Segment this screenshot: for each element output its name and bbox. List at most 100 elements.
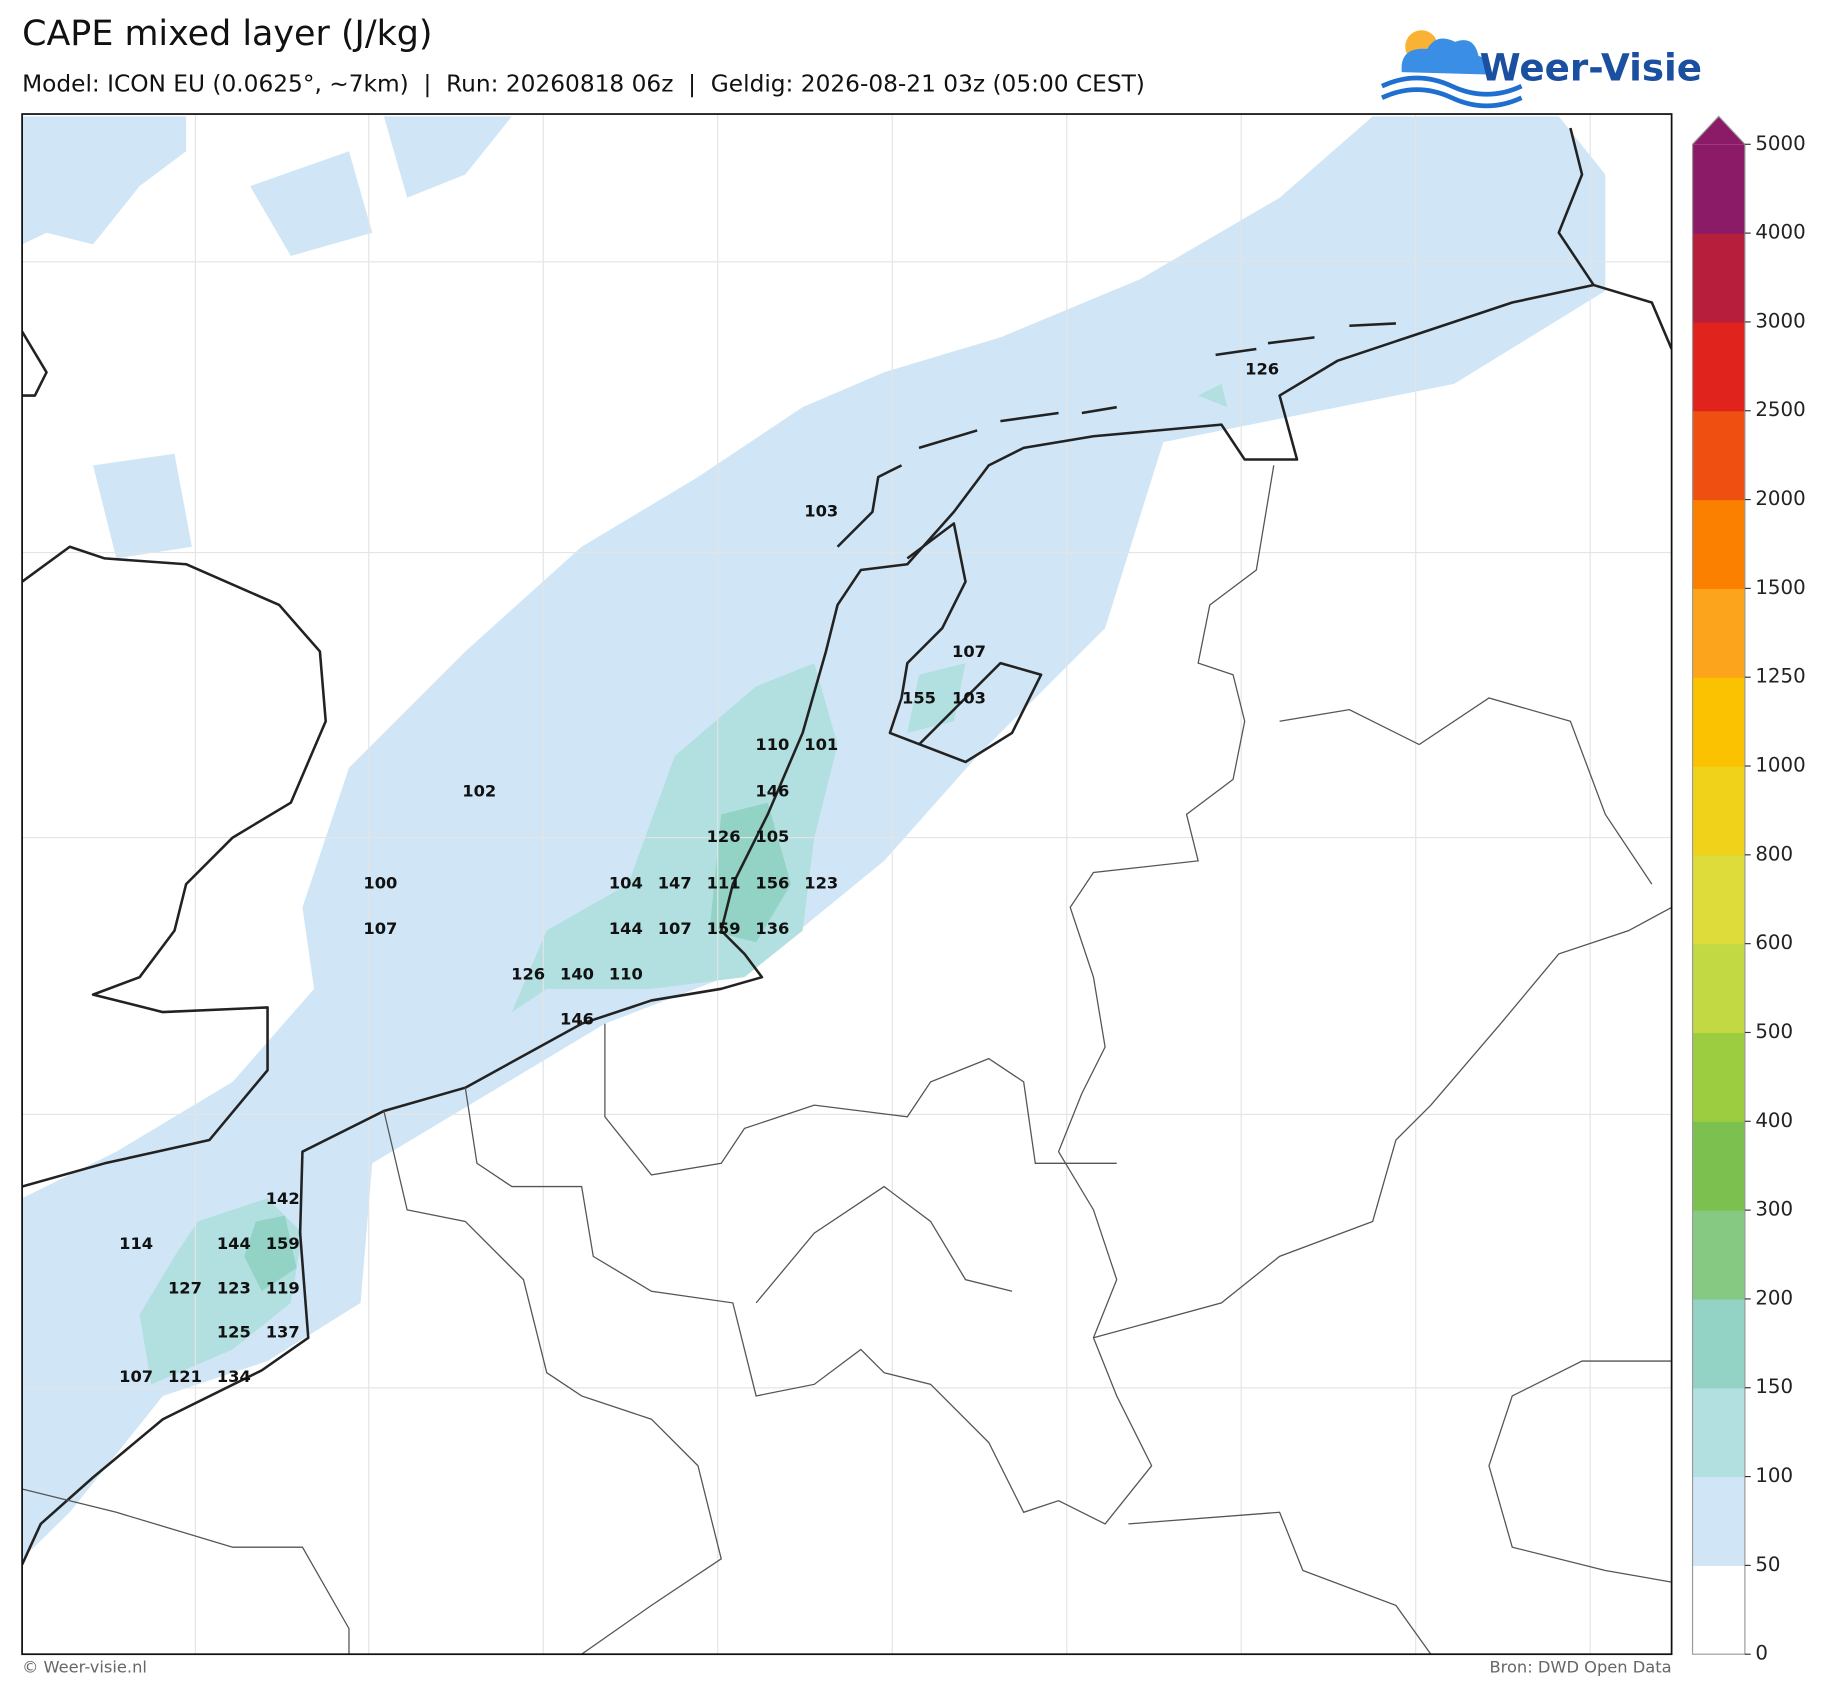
coastline <box>22 545 327 1188</box>
colorbar-tick-label: 500 <box>1755 1020 1793 1043</box>
border <box>22 697 1672 1655</box>
colorbar-segment <box>1692 410 1745 501</box>
logo-waves <box>1380 75 1523 109</box>
colorbar-extend-arrow <box>1692 116 1745 145</box>
colorbar: 0 50 100 150 200 300 400 500 600 800 1000 1250 1500 2… <box>1691 115 1806 1665</box>
colorbar-tick-label: 300 <box>1755 1198 1793 1221</box>
colorbar-segment <box>1692 321 1745 412</box>
point-value: 111 <box>707 874 741 893</box>
colorbar-tick-label: 1500 <box>1755 576 1805 599</box>
colorbar-tick-label: 200 <box>1755 1286 1793 1309</box>
island <box>836 322 1396 548</box>
title: CAPE mixed layer (J/kg) <box>22 14 432 54</box>
point-value: 103 <box>952 689 986 708</box>
colorbar-tick-label: 150 <box>1755 1375 1793 1398</box>
colorbar-segment <box>1692 1476 1745 1566</box>
colorbar-segment <box>1692 144 1745 234</box>
point-value: 123 <box>804 874 838 893</box>
point-value: 107 <box>658 919 692 938</box>
point-value: 103 <box>804 501 838 520</box>
point-value: 147 <box>658 874 692 893</box>
point-value: 146 <box>560 1010 594 1029</box>
cape-area <box>139 383 1228 1385</box>
map-area: 103 107 155 103 110 101 102 146 126 105 100 104 147 1… <box>22 114 1672 1655</box>
point-value: 100 <box>363 874 397 893</box>
point-value: 156 <box>755 874 789 893</box>
colorbar-tick-label: 0 <box>1755 1642 1768 1665</box>
point-value: 159 <box>707 919 741 938</box>
logo: Weer-Visie <box>1380 30 1702 109</box>
colorbar-tick-label: 1000 <box>1755 754 1805 777</box>
point-value: 126 <box>1245 359 1279 378</box>
colorbar-tick-label: 800 <box>1755 842 1793 865</box>
point-value: 155 <box>902 689 936 708</box>
point-value: 107 <box>952 642 986 661</box>
footer-left: © Weer-visie.nl <box>22 1658 147 1677</box>
point-values: 103 107 155 103 110 101 102 146 126 105 100 104 147 1… <box>119 359 1279 1385</box>
grid <box>22 114 1672 1655</box>
point-value: 110 <box>609 964 643 983</box>
point-value: 107 <box>119 1367 153 1386</box>
point-value: 137 <box>266 1323 300 1342</box>
footer-right: Bron: DWD Open Data <box>1489 1658 1671 1677</box>
point-value: 107 <box>363 919 397 938</box>
colorbar-segment <box>1692 1032 1745 1122</box>
colorbar-tick-label: 100 <box>1755 1464 1793 1487</box>
colorbar-tick-label: 2000 <box>1755 487 1805 510</box>
point-value: 104 <box>609 874 643 893</box>
colorbar-segment <box>1692 499 1745 589</box>
point-value: 121 <box>168 1367 202 1386</box>
colorbar-segment <box>1692 943 1745 1034</box>
point-value: 119 <box>266 1278 300 1297</box>
cape-area <box>244 802 792 1292</box>
point-value: 126 <box>707 827 741 846</box>
colorbar-segment <box>1692 233 1745 323</box>
colorbar-tick-label: 5000 <box>1755 132 1805 155</box>
colorbar-tick-label: 1250 <box>1755 665 1805 688</box>
point-value: 159 <box>266 1234 300 1253</box>
point-value: 134 <box>217 1367 251 1386</box>
point-value: 127 <box>168 1278 202 1297</box>
colorbar-tick-label: 3000 <box>1755 309 1805 332</box>
colorbar-tick-label: 600 <box>1755 931 1793 954</box>
logo-cloud <box>1401 38 1490 75</box>
point-value: 123 <box>217 1278 251 1297</box>
subtitle: Model: ICON EU (0.0625°, ~7km) | Run: 20… <box>22 70 1145 97</box>
point-value: 142 <box>266 1189 300 1208</box>
point-value: 146 <box>755 782 789 801</box>
point-value: 136 <box>755 919 789 938</box>
point-value: 144 <box>217 1234 251 1253</box>
colorbar-segment <box>1692 677 1745 767</box>
colorbar-outline <box>1691 115 1746 1655</box>
map-frame <box>21 113 1673 1656</box>
colorbar-segment <box>1692 854 1745 945</box>
colorbar-tick-label: 400 <box>1755 1109 1793 1132</box>
point-value: 125 <box>217 1323 251 1342</box>
colorbar-segment <box>1692 1565 1745 1655</box>
coastline <box>22 330 48 397</box>
colorbar-segment <box>1692 1210 1745 1300</box>
cape-area <box>22 116 512 559</box>
point-value: 144 <box>609 919 643 938</box>
point-value: 126 <box>511 964 545 983</box>
coastline <box>888 522 1043 764</box>
colorbar-segment <box>1692 588 1745 678</box>
point-value: 110 <box>755 735 789 754</box>
point-value: 105 <box>755 827 789 846</box>
colorbar-tick-label: 2500 <box>1755 398 1805 421</box>
colorbar-segment <box>1692 1387 1745 1478</box>
coastline <box>22 283 1672 1566</box>
logo-text: Weer-Visie <box>1480 45 1702 89</box>
colorbar-tick-label: 4000 <box>1755 221 1805 244</box>
border <box>464 465 1275 1525</box>
grid-line <box>22 114 1672 1655</box>
colorbar-segment <box>1692 1121 1745 1211</box>
point-value: 140 <box>560 964 594 983</box>
point-value: 102 <box>462 782 496 801</box>
coastline <box>1557 127 1595 286</box>
colorbar-segment <box>1692 766 1745 856</box>
colorbar-segment <box>1692 1298 1745 1389</box>
point-value: 101 <box>804 735 838 754</box>
